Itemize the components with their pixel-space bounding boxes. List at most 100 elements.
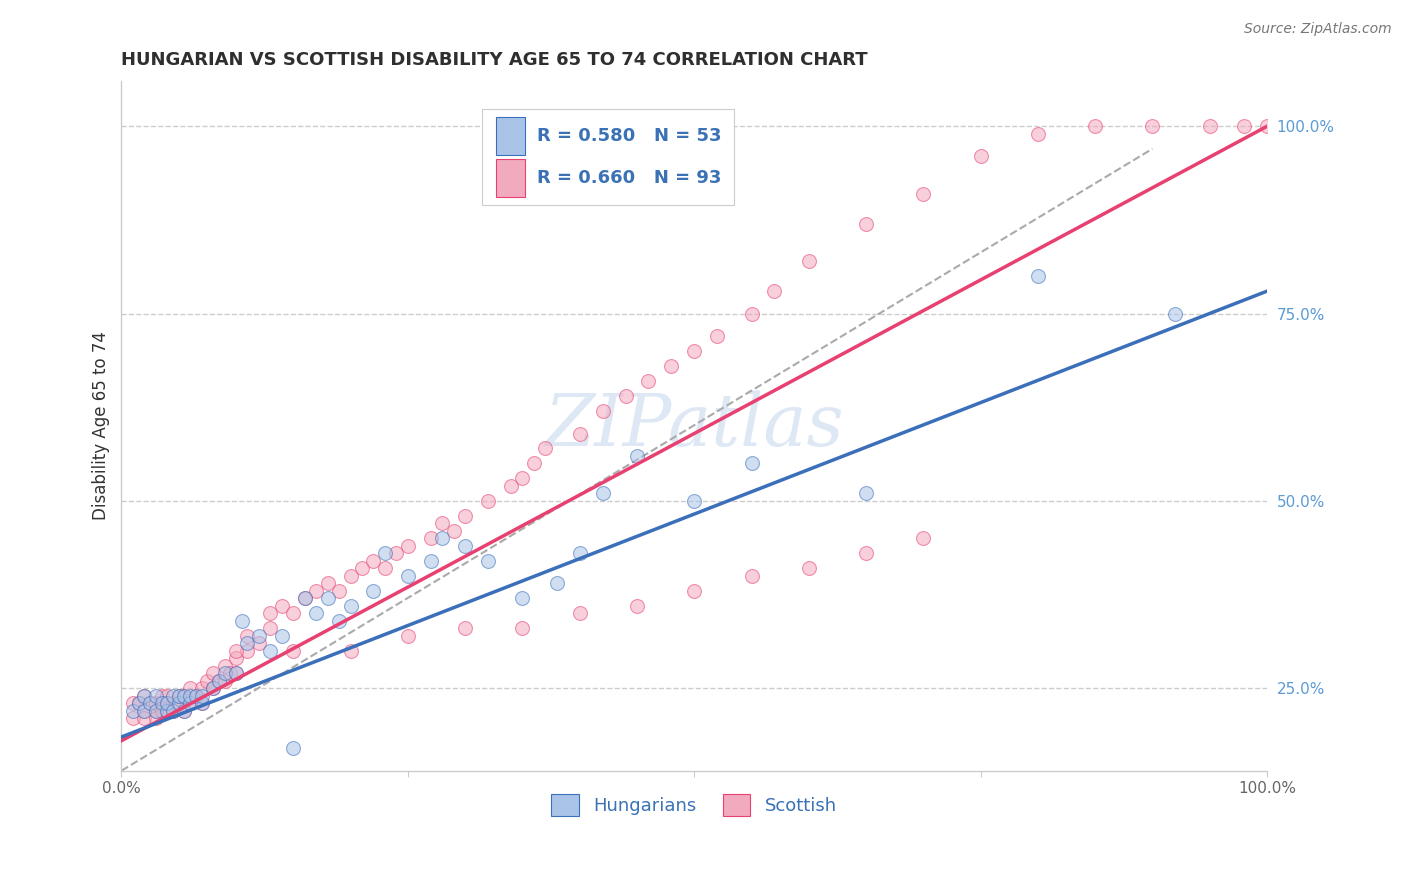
Point (683, 583, 706, 598)
Point (190, 689, 212, 703)
Text: ZIPatlas: ZIPatlas (544, 391, 844, 461)
FancyBboxPatch shape (482, 109, 734, 205)
Point (134, 689, 156, 703)
Point (259, 644, 281, 658)
Point (179, 689, 201, 703)
Point (173, 689, 195, 703)
Point (225, 666, 247, 681)
Point (626, 449, 648, 463)
Point (156, 696, 179, 710)
Text: Source: ZipAtlas.com: Source: ZipAtlas.com (1244, 22, 1392, 37)
Point (173, 704, 195, 718)
Bar (496, 117, 524, 155)
Point (706, 329, 728, 343)
Point (659, 359, 682, 373)
Point (139, 696, 162, 710)
Point (208, 673, 231, 688)
Point (454, 508, 477, 523)
Point (145, 696, 167, 710)
Point (128, 696, 150, 710)
Point (231, 614, 253, 628)
Point (374, 546, 396, 560)
Point (247, 629, 270, 643)
Point (432, 532, 454, 546)
Point (236, 644, 259, 658)
Point (741, 307, 763, 321)
Point (797, 254, 820, 268)
Point (350, 561, 373, 575)
Point (283, 607, 305, 621)
Point (145, 689, 167, 703)
Point (283, 644, 305, 658)
Point (139, 696, 162, 710)
Point (202, 681, 225, 696)
Point (763, 284, 786, 298)
Point (396, 539, 419, 553)
Point (195, 673, 218, 688)
Point (122, 696, 145, 710)
Point (122, 711, 145, 725)
Point (741, 457, 763, 471)
Point (167, 696, 190, 710)
Point (162, 696, 184, 710)
Point (339, 644, 361, 658)
Point (145, 711, 167, 725)
Point (156, 696, 179, 710)
Point (179, 696, 201, 710)
Point (419, 532, 441, 546)
Point (363, 583, 385, 598)
Point (283, 741, 305, 756)
Y-axis label: Disability Age 65 to 74: Disability Age 65 to 74 (93, 332, 110, 520)
Point (134, 704, 156, 718)
Point (134, 689, 156, 703)
Point (477, 494, 499, 508)
Point (259, 621, 281, 635)
Text: R = 0.580   N = 53: R = 0.580 N = 53 (537, 128, 721, 145)
Point (396, 569, 419, 583)
Point (270, 599, 292, 613)
Point (443, 524, 465, 538)
Point (568, 426, 591, 441)
Point (150, 696, 173, 710)
Point (1142, 120, 1164, 134)
Point (202, 681, 225, 696)
Point (855, 486, 877, 500)
Point (208, 673, 231, 688)
Point (1256, 120, 1278, 134)
Point (214, 666, 236, 681)
Bar (496, 160, 524, 197)
Point (477, 554, 499, 568)
Point (150, 689, 173, 703)
Point (173, 689, 195, 703)
Point (568, 607, 591, 621)
Point (339, 599, 361, 613)
Point (134, 711, 156, 725)
Point (167, 696, 190, 710)
Point (184, 689, 207, 703)
Point (512, 621, 534, 635)
Point (592, 404, 614, 418)
Point (912, 186, 935, 201)
Point (270, 629, 292, 643)
Point (225, 651, 247, 665)
Point (546, 576, 568, 591)
Point (454, 621, 477, 635)
Point (214, 673, 236, 688)
Point (419, 554, 441, 568)
Point (162, 689, 184, 703)
Point (122, 704, 145, 718)
Point (145, 704, 167, 718)
Point (912, 532, 935, 546)
Point (162, 704, 184, 718)
Point (294, 591, 316, 606)
Point (568, 546, 591, 560)
Point (305, 583, 328, 598)
Point (128, 696, 150, 710)
Point (1164, 307, 1187, 321)
Point (534, 442, 557, 456)
Point (190, 696, 212, 710)
Point (150, 704, 173, 718)
Point (385, 546, 408, 560)
Point (328, 614, 350, 628)
Point (167, 689, 190, 703)
